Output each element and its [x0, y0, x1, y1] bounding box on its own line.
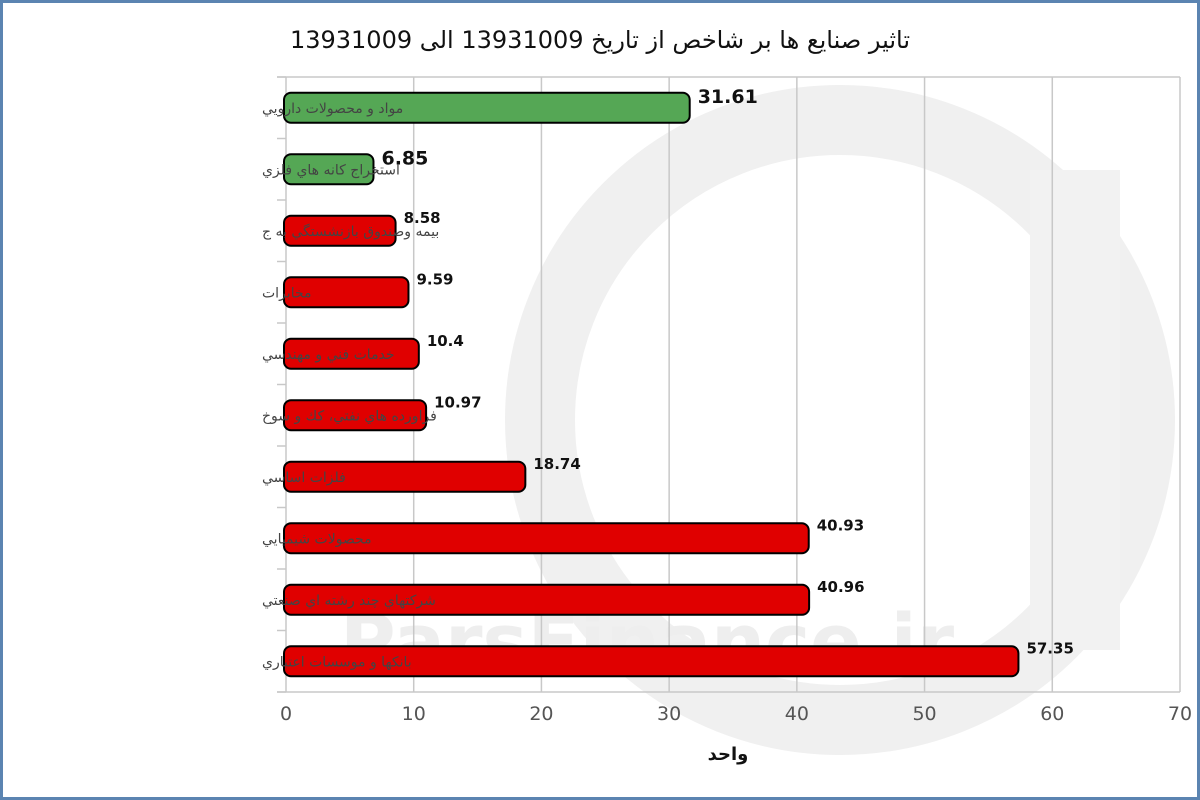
category-label-2: استخراج كانه هاي فلزي — [262, 162, 400, 178]
bar-7 — [283, 460, 527, 493]
data-label-3: 8.58 — [404, 209, 441, 227]
x-tick-30: 30 — [657, 703, 681, 725]
category-labels: مواد و محصولات دارويي استخراج كانه هاي فل… — [262, 101, 439, 671]
data-label-8: 40.93 — [817, 516, 864, 534]
x-tick-70: 70 — [1168, 703, 1192, 725]
data-label-5: 10.4 — [427, 332, 464, 350]
x-tick-60: 60 — [1040, 703, 1064, 725]
x-tick-0: 0 — [280, 703, 292, 725]
watermark-column — [1030, 170, 1120, 650]
category-label-1: مواد و محصولات دارويي — [262, 101, 403, 117]
category-label-8: محصولات شيميايي — [262, 531, 372, 547]
bar-9 — [283, 583, 811, 616]
bar-5 — [283, 337, 420, 370]
x-tick-labels: 0 10 20 30 40 50 60 70 — [280, 703, 1192, 725]
category-label-7: فلزات اساسي — [262, 470, 346, 486]
data-label-9: 40.96 — [817, 578, 864, 596]
chart-title: تاثیر صنایع ها بر شاخص از تاریخ 13931009… — [290, 26, 910, 54]
bars: 31.61 6.85 8.58 9.59 10.4 10.97 18.74 40.93 40.9… — [283, 86, 1074, 678]
data-label-7: 18.74 — [533, 455, 580, 473]
watermark: ParsFinance.ir — [340, 85, 1175, 755]
category-label-6: فراورده هاي نفتي، كك و سوخ — [262, 408, 437, 424]
bar-2 — [283, 153, 375, 186]
x-tick-20: 20 — [529, 703, 553, 725]
category-label-10: بانكها و موسسات اعتباري — [262, 654, 412, 670]
watermark-ring — [505, 85, 1175, 755]
data-label-6: 10.97 — [434, 393, 481, 411]
data-label-10: 57.35 — [1026, 639, 1073, 657]
data-label-1: 31.61 — [698, 86, 758, 108]
bar-4 — [283, 276, 410, 309]
category-label-5: خدمات فني و مهندسي — [262, 347, 395, 363]
x-tick-50: 50 — [912, 703, 936, 725]
x-tick-10: 10 — [402, 703, 426, 725]
category-label-3: بيمه وصندوق بازنشستگي به ج — [262, 223, 439, 240]
bar-3 — [283, 214, 397, 247]
x-axis-label: واحد — [708, 744, 749, 765]
bar-8 — [283, 522, 810, 555]
bar-1 — [283, 91, 691, 124]
category-label-9: شركتهاي چند رشته اي صنعتي — [262, 593, 436, 609]
category-label-4: مخابرات — [262, 285, 312, 301]
bar-6 — [283, 399, 428, 432]
bar-10 — [283, 645, 1020, 678]
x-tick-40: 40 — [785, 703, 809, 725]
data-label-4: 9.59 — [416, 270, 453, 288]
data-label-2: 6.85 — [381, 147, 428, 169]
